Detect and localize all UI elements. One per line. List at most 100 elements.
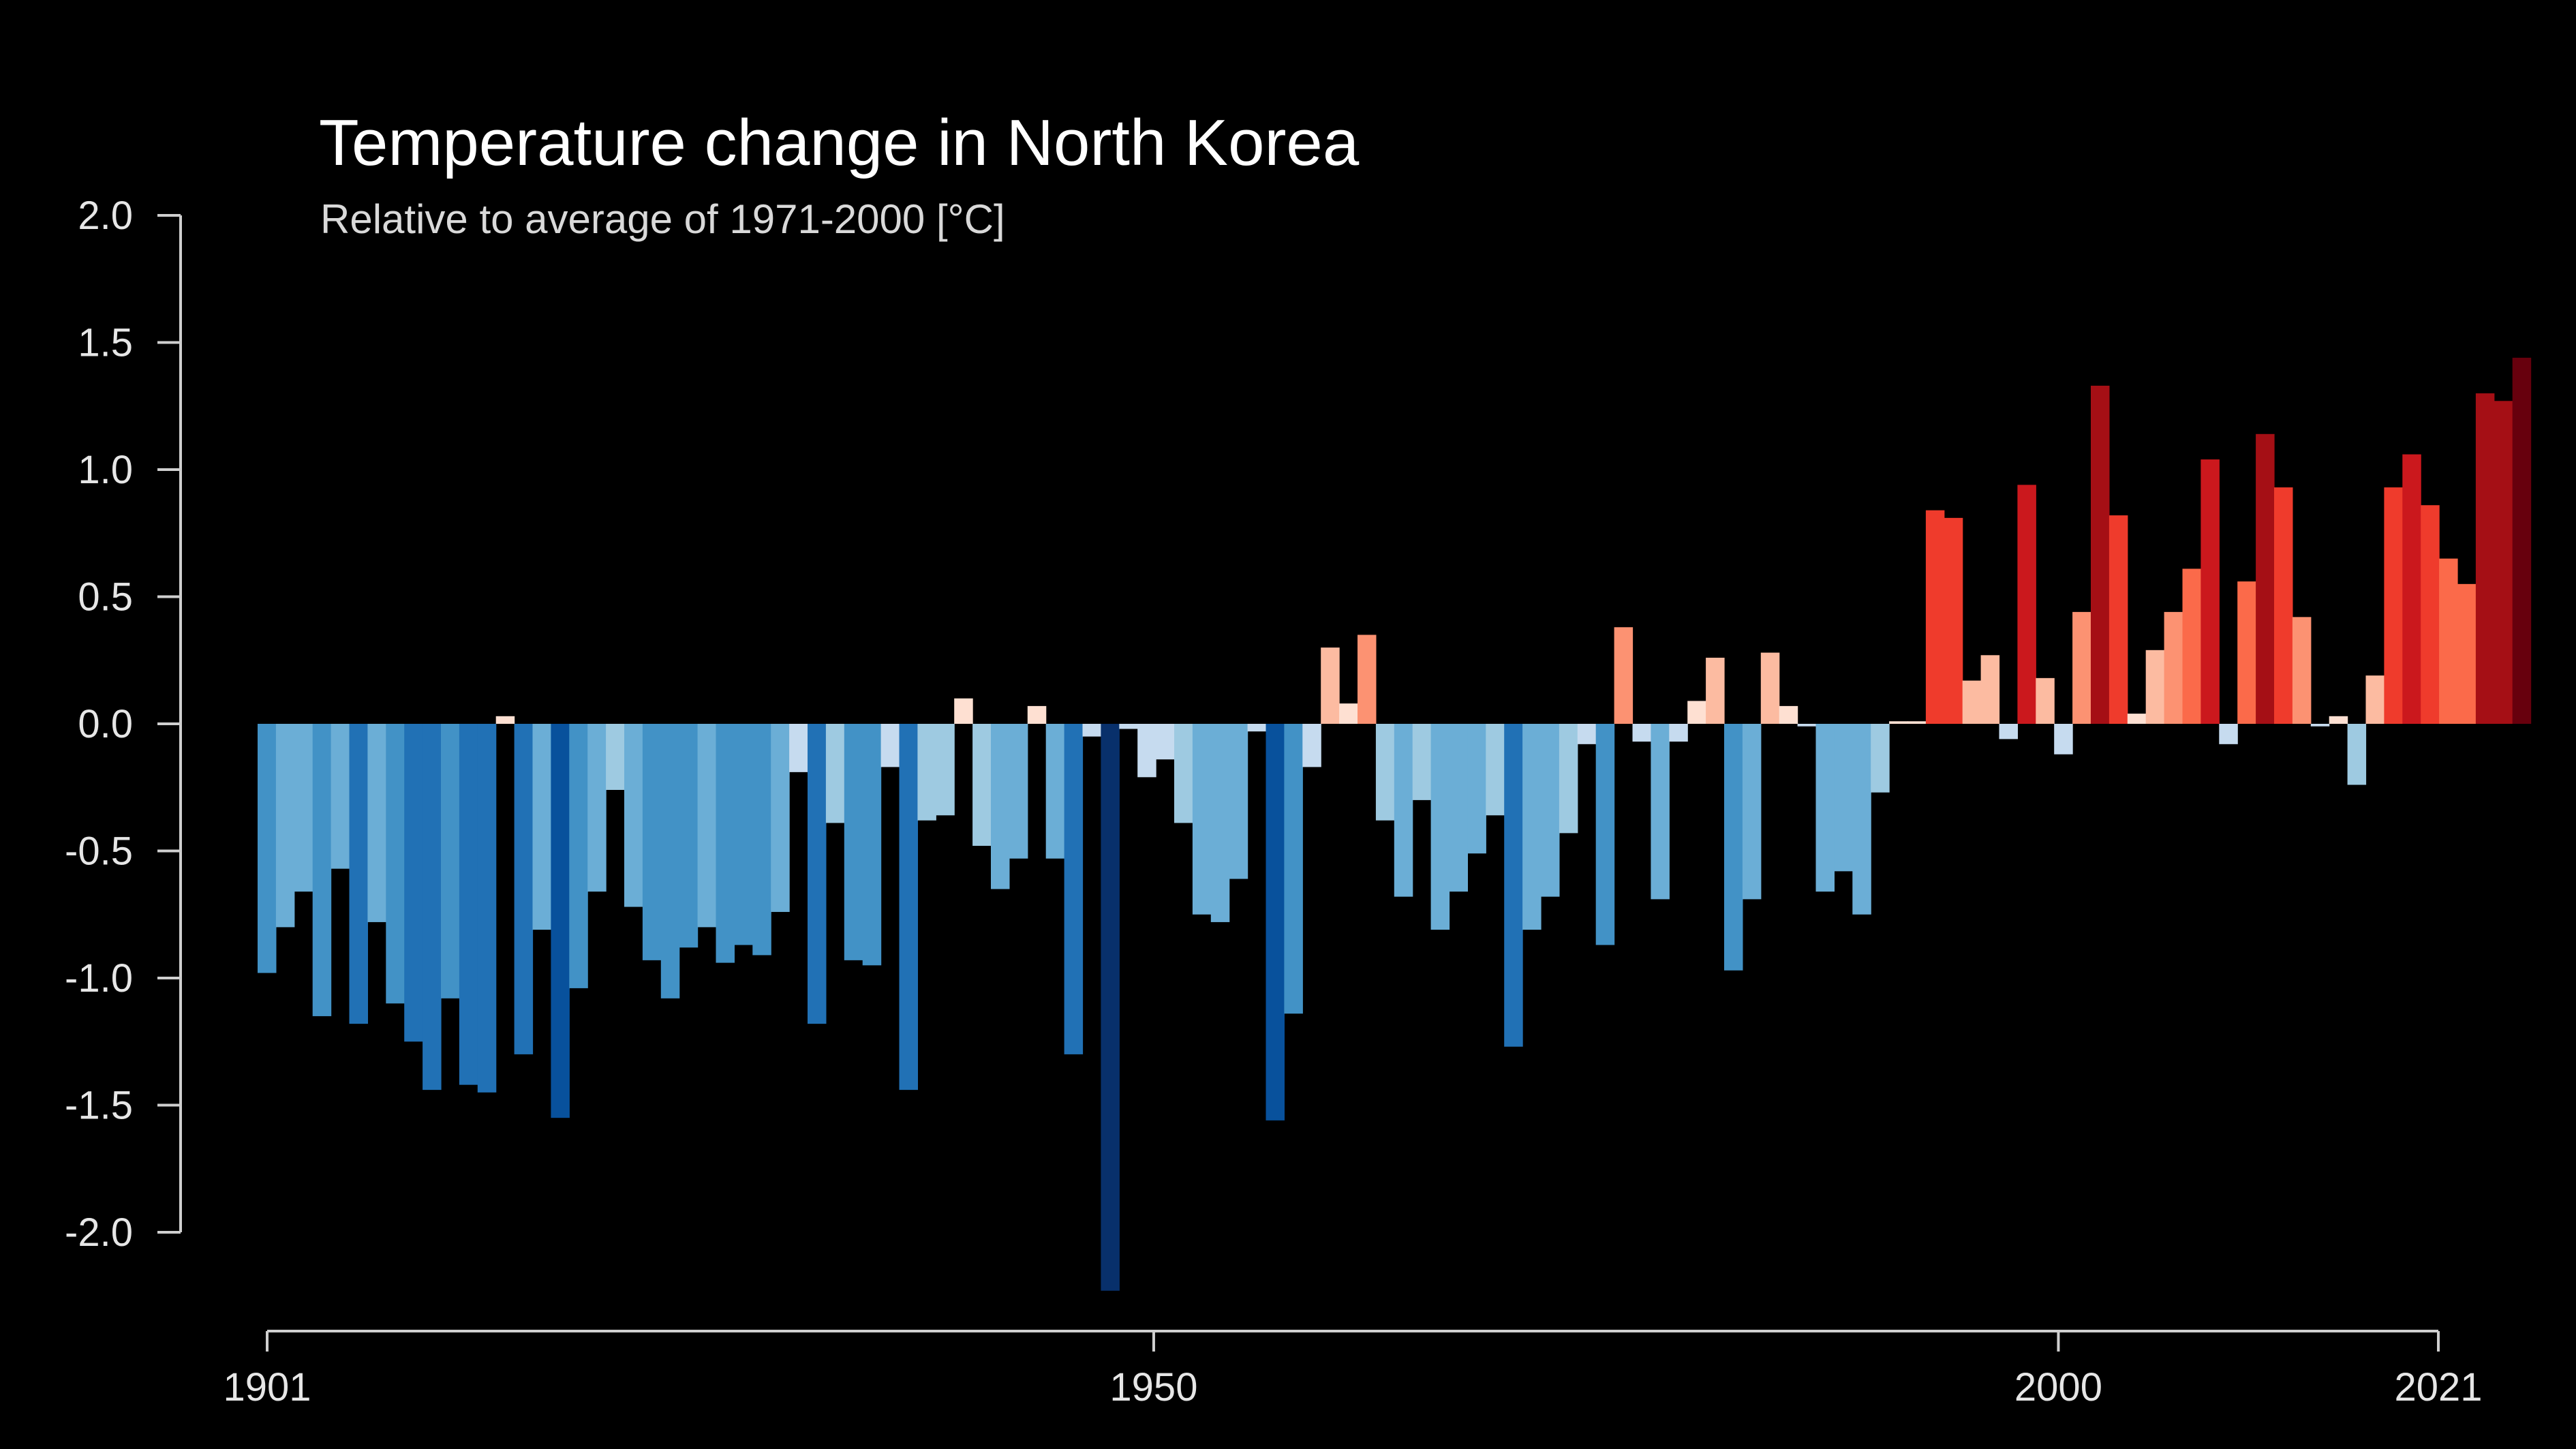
bar-1979 <box>1687 701 1706 724</box>
bar-1906 <box>349 724 368 1024</box>
bar-1993 <box>1944 517 1963 724</box>
bar-1927 <box>734 724 753 945</box>
bar-1912 <box>459 724 478 1085</box>
bar-1975 <box>1614 627 1634 724</box>
bar-1932 <box>825 724 845 823</box>
bar-1953 <box>1210 724 1230 922</box>
bar-2002 <box>2109 515 2128 724</box>
bar-1901 <box>258 724 277 973</box>
bar-1924 <box>679 724 699 948</box>
bar-1929 <box>771 724 790 913</box>
x-tick-label: 1950 <box>1109 1365 1197 1409</box>
bar-1964 <box>1412 724 1432 800</box>
bar-1903 <box>294 724 313 892</box>
bar-1951 <box>1174 724 1193 823</box>
bar-1983 <box>1760 652 1780 724</box>
bar-1918 <box>569 724 588 988</box>
bar-2007 <box>2201 459 2220 724</box>
bar-2017 <box>2384 487 2403 724</box>
bar-1987 <box>1834 724 1853 872</box>
bar-1985 <box>1797 724 1817 727</box>
bar-1973 <box>1577 724 1597 744</box>
bar-1933 <box>844 724 863 960</box>
x-tick-label: 2000 <box>2014 1365 2102 1409</box>
y-tick-label: -2.0 <box>65 1210 133 1255</box>
bar-1984 <box>1779 705 1798 724</box>
bar-1956 <box>1266 724 1285 1120</box>
bar-1934 <box>862 724 882 966</box>
x-tick-label: 2021 <box>2394 1365 2482 1409</box>
y-tick-label: 1.5 <box>78 321 133 365</box>
bar-1947 <box>1101 724 1120 1291</box>
bar-1902 <box>275 724 295 928</box>
bar-1994 <box>1962 680 1982 724</box>
bar-1939 <box>954 698 973 724</box>
bar-1919 <box>587 724 607 892</box>
y-tick-label: 2.0 <box>78 194 133 238</box>
bar-2012 <box>2292 617 2312 724</box>
bar-1955 <box>1247 724 1267 732</box>
bar-2011 <box>2274 487 2293 724</box>
y-tick-label: 0.0 <box>78 702 133 746</box>
bar-1935 <box>880 724 900 767</box>
bar-1938 <box>936 724 955 816</box>
bar-1913 <box>477 724 497 1093</box>
y-tick-label: 0.5 <box>78 575 133 620</box>
bar-1907 <box>367 724 386 922</box>
bar-1996 <box>1999 724 2018 739</box>
bar-2009 <box>2237 581 2256 724</box>
bar-2022 <box>2475 393 2495 724</box>
bar-1904 <box>312 724 332 1016</box>
bar-1931 <box>808 724 827 1024</box>
bar-2006 <box>2182 568 2201 724</box>
bar-2018 <box>2402 454 2421 724</box>
bar-1972 <box>1559 724 1578 834</box>
x-tick-label: 1901 <box>223 1365 311 1409</box>
bar-1930 <box>789 724 808 772</box>
bar-2013 <box>2310 724 2330 727</box>
bar-1945 <box>1064 724 1084 1054</box>
bar-2008 <box>2219 724 2238 744</box>
bar-1914 <box>495 716 515 724</box>
bar-2005 <box>2164 611 2183 724</box>
bar-1966 <box>1449 724 1468 892</box>
bar-1911 <box>441 724 460 998</box>
bar-2001 <box>2091 385 2110 724</box>
bar-1943 <box>1027 705 1047 724</box>
bar-2023 <box>2494 401 2513 724</box>
bar-1916 <box>532 724 551 930</box>
bar-1941 <box>991 724 1010 889</box>
bar-1922 <box>642 724 662 960</box>
bar-1970 <box>1522 724 1542 930</box>
bar-2000 <box>2072 611 2091 724</box>
bar-1992 <box>1925 510 1945 724</box>
bar-1944 <box>1045 724 1065 859</box>
bar-1921 <box>624 724 643 907</box>
bar-1923 <box>660 724 680 998</box>
bar-1928 <box>752 724 771 956</box>
bar-2024 <box>2512 357 2532 724</box>
bar-1950 <box>1156 724 1175 760</box>
bar-2010 <box>2256 433 2275 724</box>
bar-2016 <box>2365 675 2385 724</box>
bar-1995 <box>1980 655 2000 724</box>
bar-1952 <box>1192 724 1212 915</box>
bar-1946 <box>1082 724 1101 737</box>
chart-subtitle: Relative to average of 1971-2000 [°C] <box>320 196 1005 242</box>
bar-1917 <box>551 724 570 1118</box>
bar-1968 <box>1486 724 1505 816</box>
y-axis: 2.0 1.5 1.0 0.5 0.0 -0.5 -1.0 -1.5 -2.0 <box>65 194 182 1255</box>
bar-1948 <box>1119 724 1138 729</box>
bar-1997 <box>2017 485 2036 724</box>
bar-1960 <box>1339 703 1358 724</box>
bar-1999 <box>2054 724 2073 754</box>
bar-1967 <box>1467 724 1486 854</box>
bar-2004 <box>2145 650 2165 724</box>
bar-1969 <box>1504 724 1523 1047</box>
y-tick-label: -0.5 <box>65 829 133 874</box>
bar-1986 <box>1815 724 1835 892</box>
bar-1937 <box>917 724 936 821</box>
bar-1989 <box>1871 724 1890 793</box>
bar-1963 <box>1394 724 1413 897</box>
bar-1915 <box>514 724 534 1054</box>
